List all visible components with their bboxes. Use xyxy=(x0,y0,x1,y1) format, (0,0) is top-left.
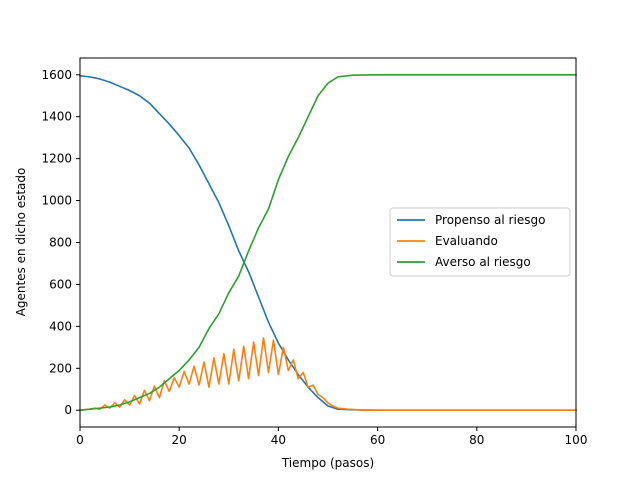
series-line-3 xyxy=(79,73,577,412)
legend-label: Propenso al riesgo xyxy=(435,213,545,227)
x-tick-label: 60 xyxy=(370,433,385,447)
y-axis-title: Agentes en dicho estado xyxy=(14,168,28,317)
y-tick-label: 0 xyxy=(64,403,72,417)
y-tick-label: 600 xyxy=(49,277,72,291)
legend-box xyxy=(389,207,571,277)
y-tick-label: 800 xyxy=(49,236,72,250)
y-tick-label: 1200 xyxy=(41,152,72,166)
x-tick-label: 20 xyxy=(172,433,187,447)
legend-label: Evaluando xyxy=(435,234,498,248)
y-axis: 0 200 400 600 800 1000 1200 1400 1600 xyxy=(41,68,80,417)
x-tick-label: 0 xyxy=(76,433,84,447)
y-tick-label: 1000 xyxy=(41,194,72,208)
legend-label: Averso al riesgo xyxy=(435,255,531,269)
x-tick-label: 40 xyxy=(271,433,286,447)
series-line-1 xyxy=(79,74,577,412)
y-tick-label: 1600 xyxy=(41,68,72,82)
legend: Propenso al riesgo Evaluando Averso al rie… xyxy=(389,207,571,277)
y-tick-label: 200 xyxy=(49,361,72,375)
y-tick-label: 1400 xyxy=(41,110,72,124)
x-axis: 0 20 40 60 80 100 xyxy=(76,427,587,447)
series-line-2 xyxy=(79,337,577,412)
x-tick-label: 100 xyxy=(565,433,588,447)
x-tick-label: 80 xyxy=(469,433,484,447)
x-axis-title: Tiempo (pasos) xyxy=(281,456,374,470)
y-tick-label: 400 xyxy=(49,319,72,333)
series-layer xyxy=(79,73,577,412)
